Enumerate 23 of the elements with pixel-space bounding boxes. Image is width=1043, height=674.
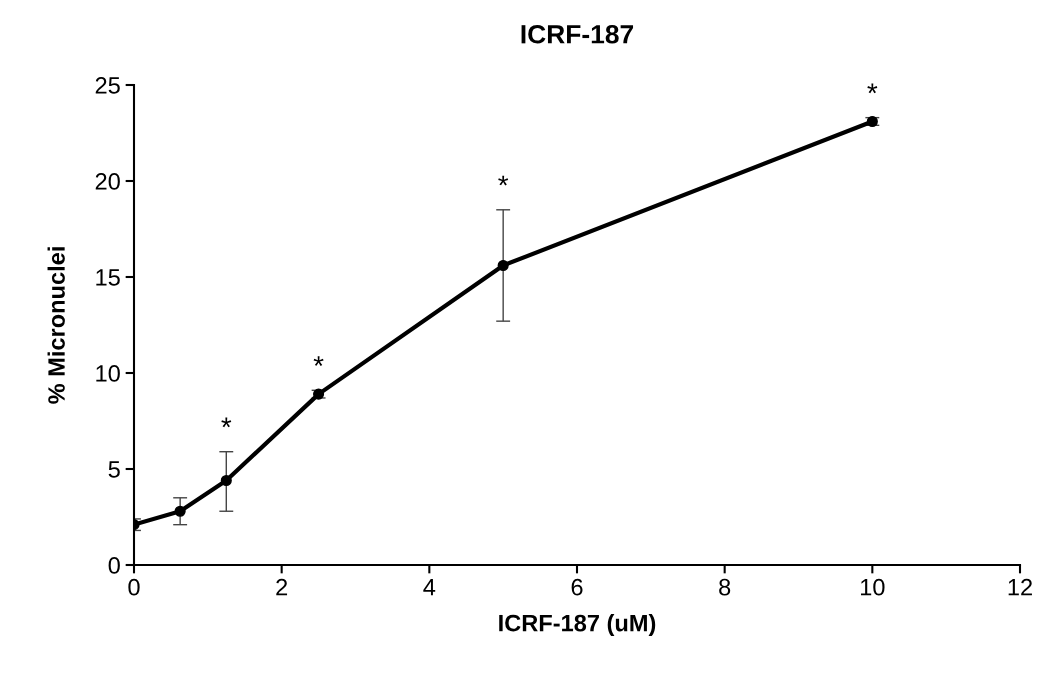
annotation: * (498, 175, 509, 186)
y-tick-label: 15 (96, 269, 120, 286)
annotation: * (313, 356, 324, 366)
x-tick-label: 8 (719, 578, 731, 596)
y-tick-label: 20 (95, 173, 120, 190)
y-tick-label: 25 (95, 77, 120, 94)
annotation: * (221, 417, 232, 428)
x-tick-label: 6 (571, 578, 583, 596)
annotation: * (867, 83, 878, 94)
y-tick-label: 10 (96, 365, 120, 382)
x-tick-label: 10 (861, 578, 885, 596)
point (497, 259, 509, 272)
y-tick-label: 5 (108, 461, 120, 478)
x-axis-title: ICRF-187 (uM) (499, 614, 656, 637)
chart-title: ICRF-187 (521, 24, 634, 44)
x-tick-label: 12 (1008, 578, 1032, 596)
y-axis-title: % Micronuclei (47, 247, 65, 404)
x-tick-label: 0 (128, 578, 140, 596)
x-tick-label: 2 (276, 578, 288, 596)
y-tick-label: 0 (108, 557, 120, 574)
point (220, 474, 232, 487)
x-tick-label: 4 (423, 579, 436, 596)
point (174, 505, 186, 517)
